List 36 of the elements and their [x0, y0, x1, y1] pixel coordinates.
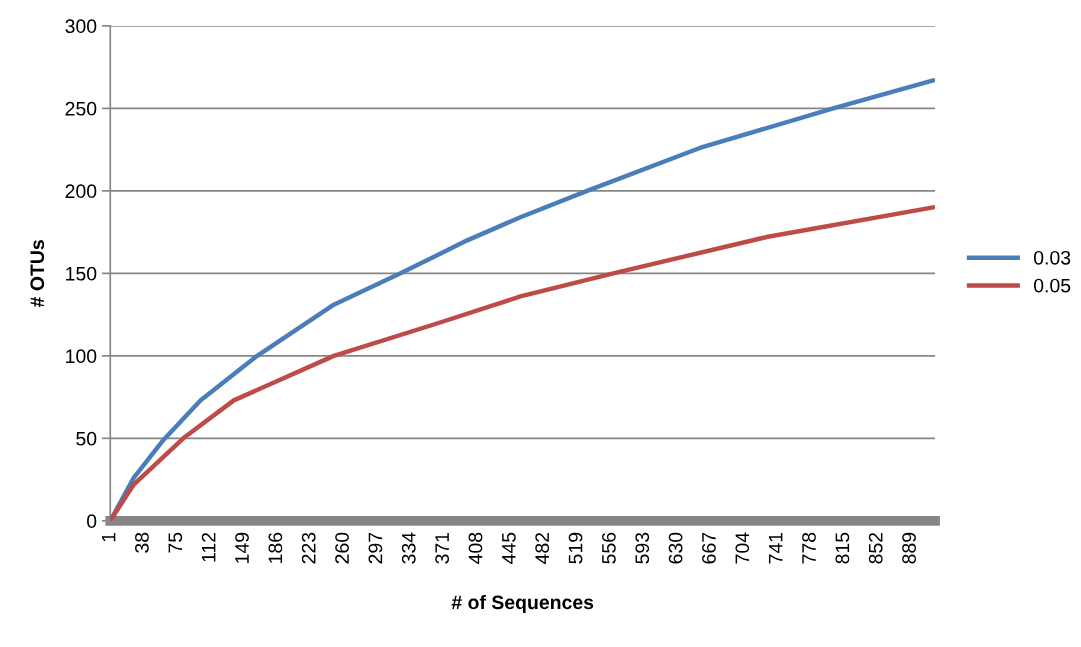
x-tick-label: 38	[135, 532, 149, 553]
x-tick-label: 741	[768, 532, 783, 564]
y-tick-label: 50	[76, 431, 97, 446]
x-tick-label: 445	[502, 532, 516, 564]
x-tick-label: 1	[101, 532, 116, 542]
x-tick-label: 556	[602, 532, 616, 564]
x-tick-label: 593	[635, 532, 650, 564]
x-tick-label: 223	[301, 532, 316, 564]
x-tick-label: 371	[435, 532, 450, 564]
x-tick-label: 75	[168, 532, 183, 553]
x-tick-label: 704	[735, 532, 750, 564]
x-tick-label: 297	[368, 532, 383, 564]
x-tick-label: 889	[902, 532, 916, 564]
y-tick-label: 0	[87, 514, 97, 529]
y-tick-label: 200	[65, 184, 97, 199]
x-tick-label: 334	[401, 532, 416, 564]
x-axis-title: # of Sequences	[451, 594, 594, 614]
x-tick-label: 260	[335, 532, 349, 564]
x-tick-label: 519	[568, 532, 583, 564]
x-tick-label: 852	[868, 532, 883, 564]
legend-label: 0.05	[1033, 278, 1071, 293]
x-tick-label: 778	[802, 532, 816, 564]
x-tick-label: 408	[468, 532, 483, 564]
legend-label: 0.03	[1033, 250, 1071, 265]
x-tick-label: 482	[535, 532, 550, 564]
x-tick-label: 667	[702, 532, 716, 564]
x-tick-label: 630	[668, 532, 683, 564]
y-tick-label: 100	[66, 349, 97, 364]
x-tick-label: 112	[201, 532, 216, 562]
y-tick-label: 150	[66, 266, 97, 281]
x-tick-label: 186	[268, 532, 283, 563]
x-tick-label: 815	[835, 532, 850, 564]
y-tick-label: 300	[65, 19, 97, 34]
y-tick-label: 250	[65, 101, 97, 116]
x-tick-label: 149	[235, 532, 249, 563]
y-axis-title: # OTUs	[30, 240, 45, 308]
